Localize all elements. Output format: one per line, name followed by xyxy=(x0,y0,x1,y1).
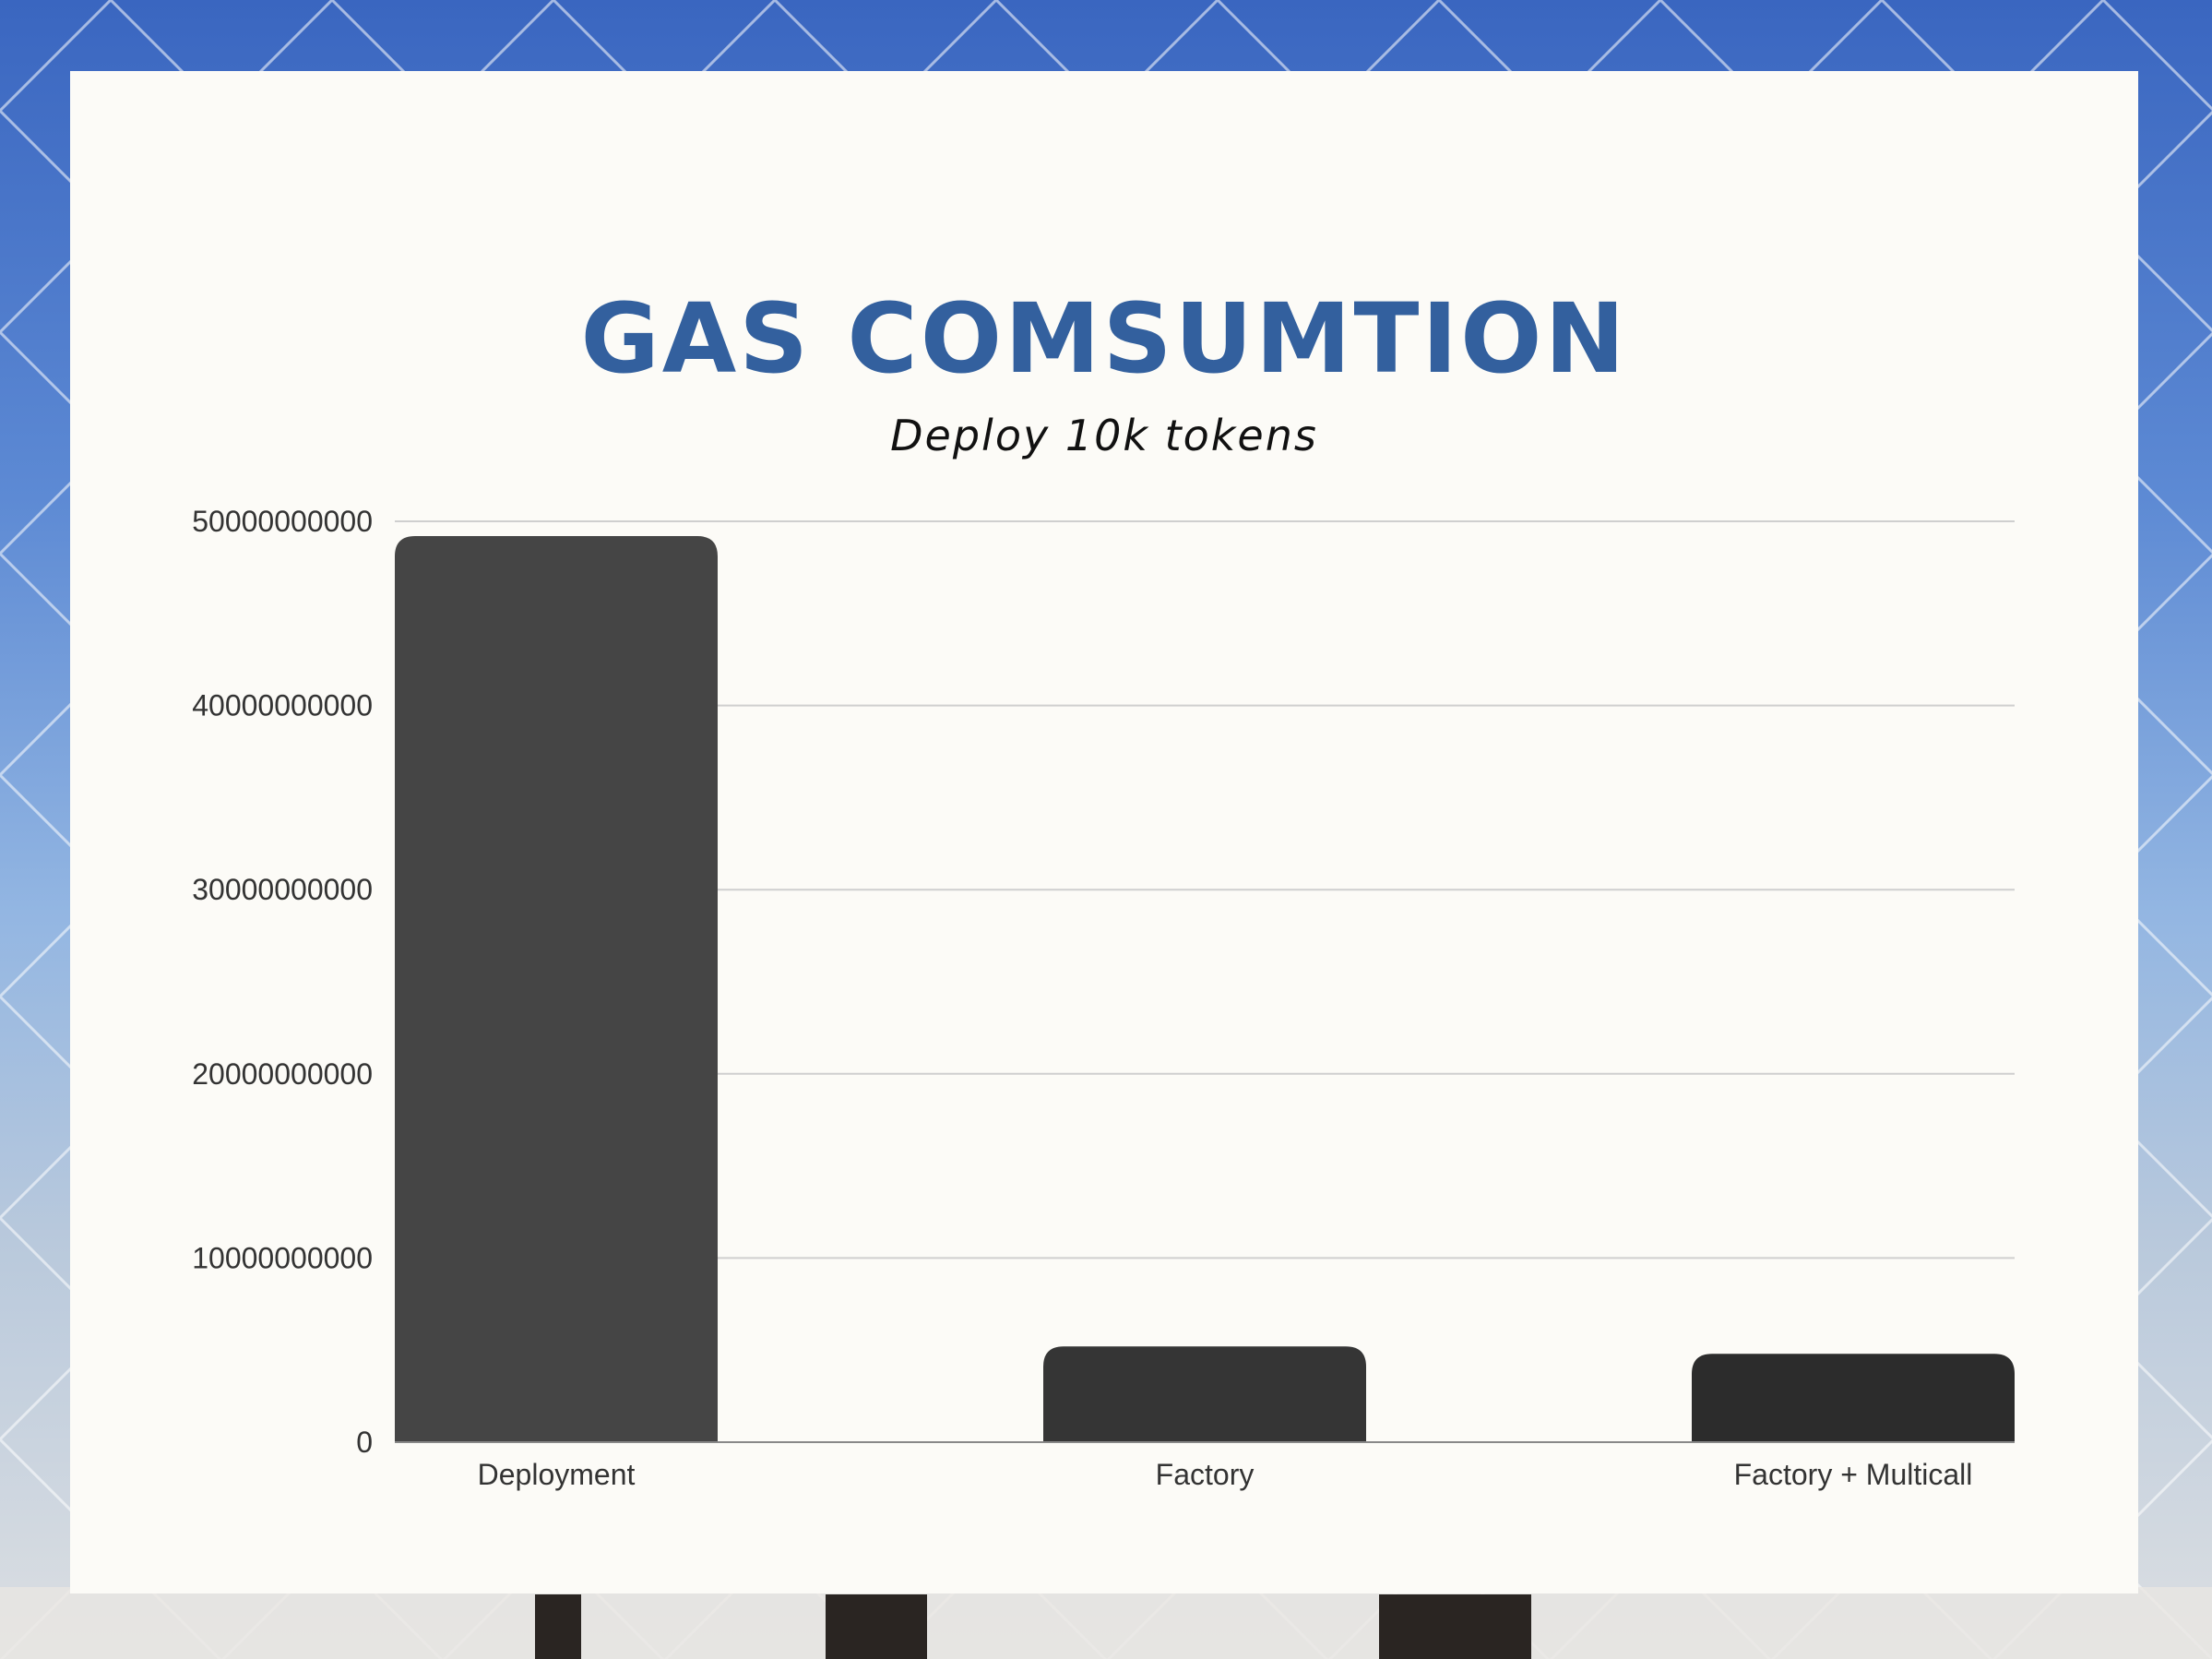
x-category-label: Factory xyxy=(1156,1458,1255,1491)
chart-title: GAS COMSUMTION xyxy=(580,282,1628,395)
bar-chart: 0 10000000000 20000000000 30000000000 400000… xyxy=(192,505,2015,1491)
bars xyxy=(395,535,2015,1442)
x-category-label: Factory + Multicall xyxy=(1734,1458,1973,1491)
y-tick-label: 20000000000 xyxy=(192,1057,373,1091)
y-tick-label: 40000000000 xyxy=(192,689,373,722)
y-tick-label: 0 xyxy=(356,1426,373,1459)
y-tick-label: 10000000000 xyxy=(192,1241,373,1274)
y-tick-label: 50000000000 xyxy=(192,505,373,538)
x-category-label: Deployment xyxy=(478,1458,636,1491)
chart-card: GAS COMSUMTION Deploy 10k tokens 0 100000… xyxy=(70,71,2138,1593)
y-tick-label: 30000000000 xyxy=(192,873,373,906)
chart-subtitle: Deploy 10k tokens xyxy=(890,411,1318,460)
bar-factory xyxy=(1043,1346,1366,1442)
y-axis-ticks: 0 10000000000 20000000000 30000000000 400000… xyxy=(192,505,373,1459)
bar-factory-multicall xyxy=(1692,1354,2015,1442)
x-axis-labels: Deployment Factory Factory + Multicall xyxy=(478,1458,1973,1491)
bar-deployment xyxy=(395,535,718,1442)
